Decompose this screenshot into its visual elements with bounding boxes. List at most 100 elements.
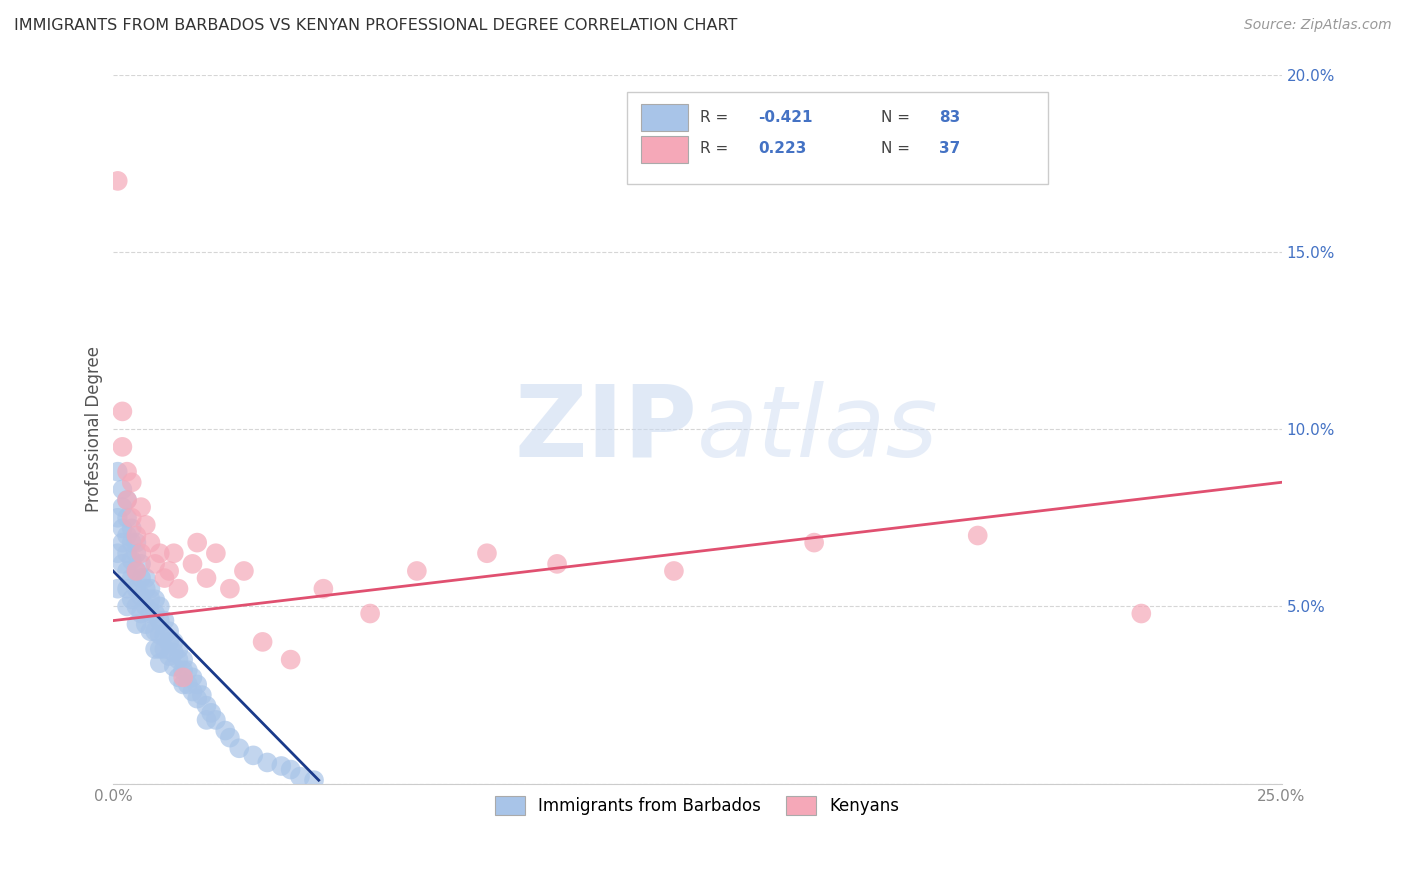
Point: [195, 698, 218, 713]
Point: [111, 500, 134, 515]
Point: [107, 582, 129, 596]
Point: [143, 607, 166, 621]
Point: [153, 571, 176, 585]
Point: [172, 663, 194, 677]
Point: [125, 617, 148, 632]
Point: [242, 748, 264, 763]
Point: [167, 652, 190, 666]
Point: [157, 564, 180, 578]
Text: N =: N =: [880, 142, 910, 156]
Point: [149, 546, 172, 560]
Point: [280, 652, 302, 666]
Point: [228, 741, 250, 756]
Point: [200, 706, 222, 720]
Point: [181, 557, 204, 571]
Point: [312, 582, 335, 596]
Point: [167, 642, 190, 657]
Point: [115, 510, 138, 524]
Text: -0.421: -0.421: [758, 110, 813, 125]
Point: [115, 465, 138, 479]
Point: [129, 557, 152, 571]
Point: [219, 582, 242, 596]
Point: [139, 535, 162, 549]
Text: IMMIGRANTS FROM BARBADOS VS KENYAN PROFESSIONAL DEGREE CORRELATION CHART: IMMIGRANTS FROM BARBADOS VS KENYAN PROFE…: [14, 18, 737, 33]
Point: [662, 564, 685, 578]
Point: [177, 663, 200, 677]
Point: [143, 642, 166, 657]
Point: [115, 564, 138, 578]
Point: [163, 546, 186, 560]
Point: [115, 493, 138, 508]
Point: [111, 440, 134, 454]
Point: [219, 731, 242, 745]
Point: [359, 607, 381, 621]
FancyBboxPatch shape: [641, 136, 688, 163]
Point: [475, 546, 498, 560]
Text: 0.223: 0.223: [758, 142, 807, 156]
Point: [135, 617, 157, 632]
Point: [232, 564, 254, 578]
Point: [107, 510, 129, 524]
Point: [121, 592, 143, 607]
Point: [129, 607, 152, 621]
Point: [121, 553, 143, 567]
Point: [205, 546, 228, 560]
Point: [107, 465, 129, 479]
Point: [125, 564, 148, 578]
Point: [129, 500, 152, 515]
Point: [125, 599, 148, 614]
Point: [111, 557, 134, 571]
Point: [121, 521, 143, 535]
Point: [125, 546, 148, 560]
Point: [129, 589, 152, 603]
Point: [125, 528, 148, 542]
Text: ZIP: ZIP: [515, 381, 697, 477]
Point: [115, 546, 138, 560]
Point: [111, 521, 134, 535]
Point: [115, 493, 138, 508]
Text: N =: N =: [880, 110, 910, 125]
Point: [111, 404, 134, 418]
Point: [181, 684, 204, 698]
Point: [135, 582, 157, 596]
Point: [115, 599, 138, 614]
Point: [139, 582, 162, 596]
Point: [186, 677, 208, 691]
Point: [121, 475, 143, 490]
Point: [125, 535, 148, 549]
Y-axis label: Professional Degree: Professional Degree: [86, 346, 103, 512]
Point: [405, 564, 427, 578]
Point: [135, 517, 157, 532]
Point: [1130, 607, 1153, 621]
Point: [302, 773, 325, 788]
FancyBboxPatch shape: [641, 104, 688, 131]
Point: [153, 642, 176, 657]
Point: [149, 642, 172, 657]
Point: [149, 599, 172, 614]
Point: [205, 713, 228, 727]
Point: [163, 646, 186, 660]
Point: [157, 624, 180, 639]
Point: [121, 571, 143, 585]
Text: Source: ZipAtlas.com: Source: ZipAtlas.com: [1244, 18, 1392, 32]
Point: [121, 535, 143, 549]
Point: [149, 614, 172, 628]
Point: [803, 535, 825, 549]
Point: [115, 582, 138, 596]
Point: [157, 635, 180, 649]
Point: [172, 677, 194, 691]
Point: [153, 614, 176, 628]
Point: [191, 688, 214, 702]
Point: [135, 571, 157, 585]
Point: [111, 483, 134, 497]
Point: [186, 691, 208, 706]
Point: [111, 535, 134, 549]
FancyBboxPatch shape: [627, 92, 1047, 185]
Point: [195, 713, 218, 727]
Point: [107, 174, 129, 188]
Text: 37: 37: [939, 142, 960, 156]
Point: [139, 592, 162, 607]
Point: [280, 763, 302, 777]
Point: [172, 670, 194, 684]
Point: [143, 557, 166, 571]
